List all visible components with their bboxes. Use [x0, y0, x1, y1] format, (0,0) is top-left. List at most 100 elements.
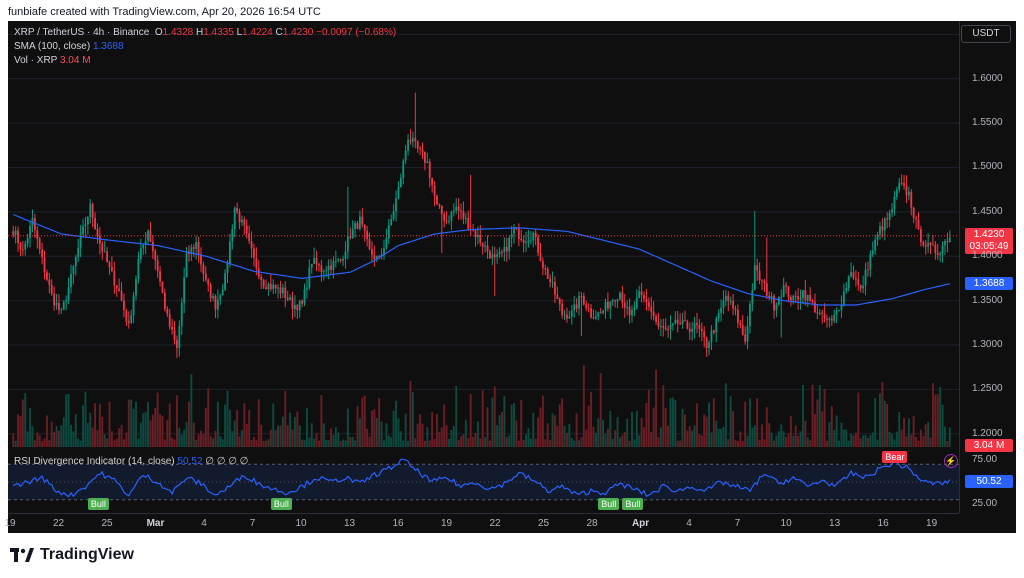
- legend-vol-row[interactable]: Vol · XRP 3.04 M: [14, 54, 396, 68]
- candle-body: [135, 278, 137, 296]
- candle-body: [700, 329, 703, 332]
- volume-bar: [481, 390, 484, 447]
- volume-bar: [643, 427, 645, 447]
- volume-bar: [686, 430, 689, 447]
- candle-body: [209, 284, 212, 299]
- candle-body: [344, 251, 347, 259]
- volume-bar: [748, 398, 751, 447]
- candle-body: [604, 301, 607, 311]
- candle-body: [26, 238, 29, 244]
- volume-bar: [806, 437, 809, 447]
- candle-body: [857, 279, 860, 285]
- volume-bar: [592, 426, 595, 447]
- volume-bar: [563, 425, 566, 447]
- candle-body: [45, 272, 48, 280]
- volume-bar: [207, 388, 210, 447]
- legend-symbol[interactable]: XRP / TetherUS · 4h · Binance: [14, 27, 150, 38]
- candle-body: [142, 244, 145, 249]
- legend-sma-value: 1.3688: [92, 41, 124, 52]
- candle-body: [315, 257, 318, 265]
- candle-body: [411, 137, 414, 142]
- volume-bar: [652, 407, 655, 447]
- volume-bar: [700, 435, 703, 447]
- volume-bar: [238, 436, 241, 447]
- legend-sma-row[interactable]: SMA (100, close) 1.3688: [14, 40, 396, 54]
- volume-bar: [197, 434, 200, 447]
- volume-bar: [722, 426, 725, 447]
- price-axis[interactable]: 1.4230 03:05:49 1.3688 3.04 M 50.52 1.65…: [959, 21, 1016, 513]
- candle-body: [643, 295, 645, 299]
- volume-bar: [159, 414, 162, 447]
- lightning-icon[interactable]: ⚡: [944, 454, 958, 468]
- candle-body: [664, 327, 667, 330]
- candle-body: [737, 309, 739, 323]
- candle-body: [809, 295, 812, 301]
- rsi-legend[interactable]: RSI Divergence Indicator (14, close) 50.…: [14, 456, 248, 467]
- volume-bar: [327, 440, 330, 447]
- volume-bar: [580, 437, 583, 447]
- volume-bar: [566, 432, 568, 447]
- volume-bar: [322, 423, 325, 447]
- candle-body: [272, 284, 275, 290]
- bull-signal-label: Bull: [270, 498, 292, 510]
- volume-bar: [53, 431, 56, 447]
- candle-body: [228, 241, 231, 264]
- volume-bar: [628, 440, 631, 447]
- volume-bar: [236, 410, 239, 447]
- volume-bar: [298, 425, 301, 447]
- rsi-pane[interactable]: [8, 451, 959, 513]
- candle-body: [840, 305, 843, 311]
- legend-change: −0.0097 (−0.68%): [316, 27, 397, 38]
- volume-bar: [835, 415, 838, 447]
- bull-signal-label: Bull: [598, 498, 620, 510]
- time-axis[interactable]: 19 22 25 Mar 4 7 10 13 16 19 22 25 28 Apr 4 7 10 13 16 19: [4, 513, 959, 533]
- candle-body: [606, 301, 609, 309]
- volume-bar: [293, 417, 296, 447]
- volume-bar: [900, 429, 903, 447]
- tradingview-logo-icon: [10, 548, 34, 562]
- volume-bar: [787, 433, 790, 447]
- time-tick-label: 16: [877, 518, 889, 529]
- candle-body: [657, 321, 660, 327]
- candle-body: [450, 212, 453, 221]
- currency-selector[interactable]: USDT: [961, 25, 1011, 43]
- candle-body: [686, 321, 689, 329]
- candle-body: [910, 191, 913, 208]
- volume-bar: [445, 425, 448, 447]
- candle-body: [149, 230, 152, 242]
- candle-body: [842, 291, 845, 306]
- candle-body: [21, 249, 24, 251]
- candle-body: [303, 289, 306, 304]
- price-pane[interactable]: [8, 21, 959, 447]
- candle-body: [647, 302, 650, 307]
- volume-bar: [587, 405, 590, 447]
- volume-bar: [570, 437, 573, 447]
- chart-frame[interactable]: XRP / TetherUS · 4h · Binance O1.4328 H1…: [4, 21, 1016, 533]
- candle-body: [127, 321, 130, 323]
- candle-body: [768, 295, 771, 299]
- candle-body: [811, 300, 814, 303]
- candle-body: [599, 312, 602, 314]
- candle-body: [342, 258, 344, 261]
- candle-body: [847, 276, 850, 288]
- volume-bar: [777, 431, 780, 447]
- price-tick-label: 1.4000: [972, 250, 1003, 262]
- volume-bar: [893, 439, 896, 447]
- candle-body: [826, 318, 828, 320]
- volume-bar: [739, 431, 742, 447]
- candle-body: [554, 281, 556, 295]
- candle-body: [476, 234, 479, 238]
- candle-body: [375, 255, 378, 259]
- volume-bar: [645, 403, 648, 447]
- volume-bar: [185, 421, 188, 447]
- candle-body: [354, 223, 357, 229]
- candle-body: [291, 297, 294, 310]
- volume-bar: [375, 417, 378, 447]
- candle-body: [804, 290, 807, 301]
- candle-body: [200, 254, 202, 265]
- candle-body: [941, 245, 944, 254]
- time-tick-label: 22: [52, 518, 65, 529]
- volume-bar: [118, 428, 121, 447]
- volume-bar: [308, 437, 311, 447]
- candle-body: [520, 238, 523, 241]
